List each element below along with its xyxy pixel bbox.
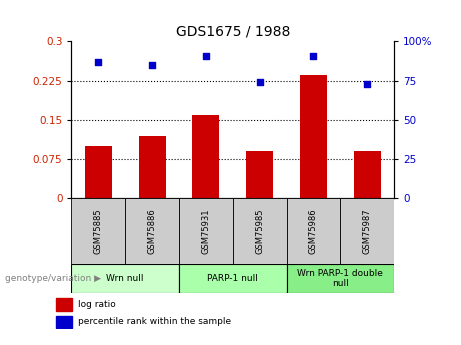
Bar xyxy=(85,146,112,198)
Text: log ratio: log ratio xyxy=(78,300,116,309)
Text: GSM75886: GSM75886 xyxy=(148,208,157,254)
Text: GSM75985: GSM75985 xyxy=(255,208,264,254)
Bar xyxy=(233,198,287,264)
Bar xyxy=(287,198,340,264)
Text: GSM75931: GSM75931 xyxy=(201,208,210,254)
Bar xyxy=(300,76,327,198)
Bar xyxy=(179,198,233,264)
Title: GDS1675 / 1988: GDS1675 / 1988 xyxy=(176,25,290,39)
Point xyxy=(95,59,102,65)
Text: GSM75885: GSM75885 xyxy=(94,208,103,254)
Point xyxy=(364,81,371,87)
Text: Wrn null: Wrn null xyxy=(106,274,144,283)
Text: GSM75987: GSM75987 xyxy=(363,208,372,254)
Text: GSM75986: GSM75986 xyxy=(309,208,318,254)
Bar xyxy=(71,264,179,293)
Bar xyxy=(246,151,273,198)
Point xyxy=(202,53,210,58)
Bar xyxy=(125,198,179,264)
Point xyxy=(256,79,263,85)
Text: genotype/variation ▶: genotype/variation ▶ xyxy=(5,274,100,283)
Bar xyxy=(354,151,381,198)
Bar xyxy=(193,115,219,198)
Bar xyxy=(340,198,394,264)
Bar xyxy=(139,136,165,198)
Point xyxy=(148,62,156,68)
Text: Wrn PARP-1 double
null: Wrn PARP-1 double null xyxy=(297,269,383,288)
Text: percentile rank within the sample: percentile rank within the sample xyxy=(78,317,231,326)
Bar xyxy=(56,298,72,310)
Bar xyxy=(56,316,72,328)
Bar xyxy=(71,198,125,264)
Bar xyxy=(179,264,287,293)
Text: PARP-1 null: PARP-1 null xyxy=(207,274,258,283)
Bar xyxy=(287,264,394,293)
Point xyxy=(310,53,317,58)
